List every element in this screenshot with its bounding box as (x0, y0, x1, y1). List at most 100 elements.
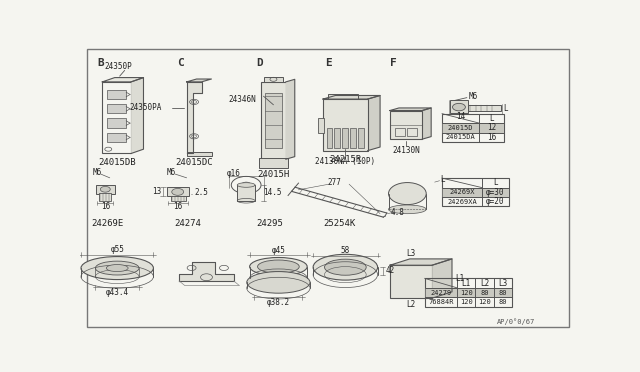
Text: 120: 120 (460, 299, 472, 305)
Text: 80: 80 (499, 299, 507, 305)
Bar (318, 118, 324, 134)
Bar (259, 158, 288, 168)
Text: 277: 277 (327, 178, 341, 187)
Text: M6: M6 (92, 168, 102, 177)
Bar (442, 187, 509, 197)
Bar (167, 187, 189, 196)
Text: L: L (440, 175, 444, 184)
Bar (187, 153, 212, 156)
Polygon shape (390, 259, 452, 265)
Polygon shape (187, 82, 202, 154)
Ellipse shape (237, 183, 255, 187)
Bar (108, 104, 126, 113)
Polygon shape (432, 259, 452, 298)
Text: 24350PA: 24350PA (129, 103, 162, 112)
Bar (328, 94, 358, 99)
Text: L1: L1 (461, 279, 471, 288)
Ellipse shape (95, 261, 139, 275)
Polygon shape (286, 79, 295, 159)
Text: 24015DA: 24015DA (446, 134, 476, 140)
Text: 42: 42 (385, 266, 395, 275)
Text: 14.5: 14.5 (262, 188, 281, 197)
Polygon shape (179, 262, 234, 281)
Ellipse shape (247, 272, 310, 293)
Bar (390, 265, 432, 298)
Ellipse shape (81, 257, 154, 280)
Text: L3: L3 (498, 279, 508, 288)
Bar (323, 99, 367, 151)
Text: 16: 16 (173, 202, 183, 211)
Ellipse shape (250, 257, 307, 276)
Text: M6: M6 (167, 168, 176, 177)
Bar (237, 185, 255, 201)
Text: 2.5: 2.5 (194, 188, 208, 197)
Ellipse shape (324, 259, 366, 275)
Text: 24279: 24279 (430, 289, 451, 295)
Text: AP/0°0/67: AP/0°0/67 (497, 318, 536, 325)
Bar (261, 82, 286, 159)
Bar (442, 123, 504, 132)
Bar (449, 100, 468, 113)
Polygon shape (102, 78, 143, 82)
Text: φ=30: φ=30 (486, 188, 505, 197)
Ellipse shape (257, 260, 300, 273)
Text: 24269X: 24269X (449, 189, 475, 195)
Text: 25254K: 25254K (323, 219, 355, 228)
Text: 24015DC: 24015DC (175, 158, 213, 167)
Polygon shape (131, 78, 143, 154)
Bar (468, 105, 500, 111)
Bar (108, 90, 126, 99)
Text: 58: 58 (340, 246, 350, 255)
Text: 4.8: 4.8 (390, 208, 404, 217)
Polygon shape (187, 79, 211, 82)
Text: M6: M6 (468, 92, 477, 101)
Text: L: L (503, 104, 508, 113)
Bar (390, 110, 422, 139)
Text: 120: 120 (478, 299, 491, 305)
Bar (408, 128, 417, 136)
Text: L2: L2 (406, 300, 416, 309)
Bar (442, 178, 509, 206)
Bar (99, 193, 111, 201)
Text: 16: 16 (100, 202, 110, 211)
Ellipse shape (388, 183, 426, 205)
Text: E: E (326, 58, 332, 68)
Text: C: C (177, 58, 184, 68)
Text: 24346N: 24346N (228, 94, 256, 103)
Text: 80: 80 (499, 289, 507, 295)
Text: 16: 16 (487, 133, 496, 142)
Text: φ43.4: φ43.4 (106, 288, 129, 297)
Bar (425, 278, 511, 307)
Text: D: D (256, 58, 263, 68)
Text: L1: L1 (455, 274, 464, 283)
Text: φ45: φ45 (271, 246, 285, 255)
Bar (96, 185, 115, 193)
Bar (102, 82, 131, 154)
Text: φ=20: φ=20 (486, 197, 505, 206)
Polygon shape (422, 108, 431, 139)
Text: L: L (490, 114, 494, 123)
Text: 76884R: 76884R (428, 299, 454, 305)
Text: φ55: φ55 (110, 245, 124, 254)
Text: L3: L3 (406, 249, 416, 258)
Text: 12: 12 (487, 124, 496, 132)
Polygon shape (367, 96, 380, 151)
Text: 24015DB: 24015DB (98, 158, 136, 167)
Bar (425, 288, 511, 297)
Text: 80: 80 (480, 289, 489, 295)
Bar (425, 288, 511, 297)
Ellipse shape (313, 254, 378, 280)
Text: 24269E: 24269E (91, 219, 123, 228)
Text: φ16: φ16 (227, 169, 241, 178)
Bar (342, 128, 348, 148)
Text: φ38.2: φ38.2 (267, 298, 290, 307)
Text: L2: L2 (480, 279, 489, 288)
Polygon shape (390, 265, 432, 298)
Text: 24269XA: 24269XA (447, 199, 477, 205)
Bar (264, 77, 284, 82)
Bar (442, 114, 504, 142)
Text: 24130N: 24130N (392, 145, 420, 154)
Circle shape (100, 186, 110, 192)
Ellipse shape (106, 264, 128, 272)
Text: 24274: 24274 (174, 219, 201, 228)
